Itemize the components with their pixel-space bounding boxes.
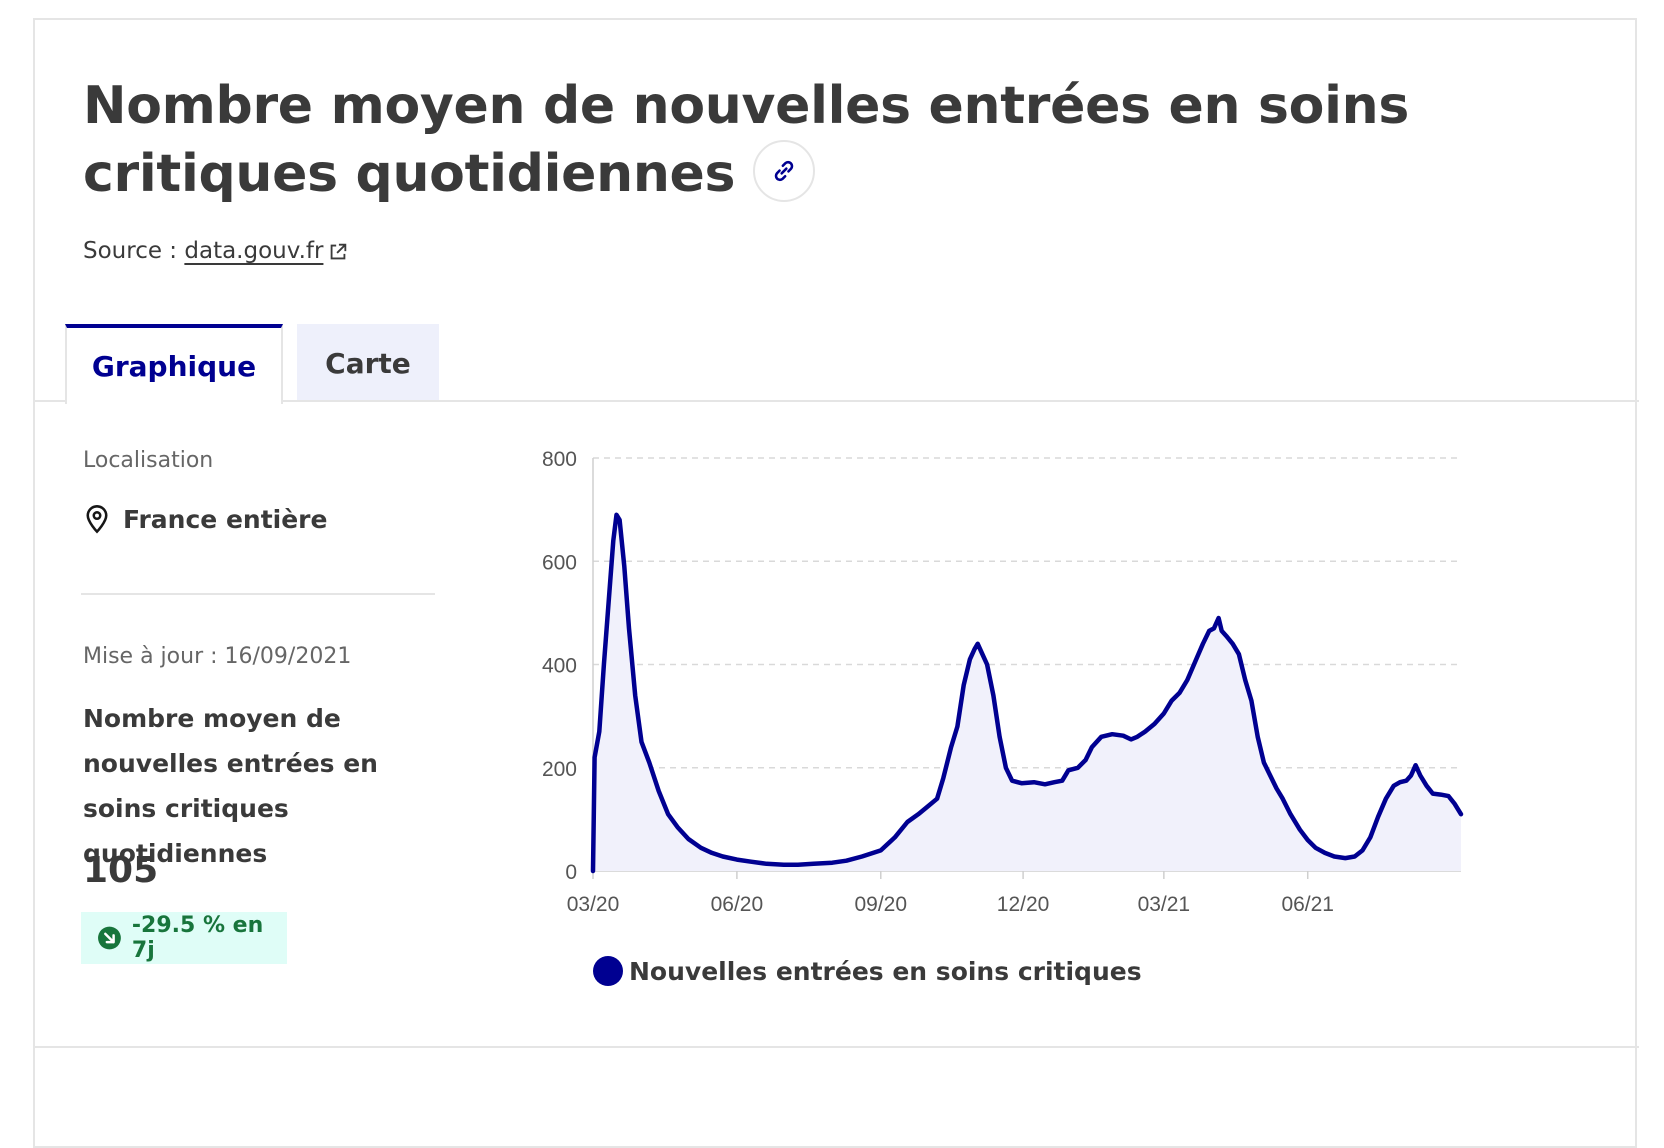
tab-label: Graphique [91,349,257,383]
y-tick-label: 600 [542,551,577,574]
tab-label: Carte [325,346,411,380]
x-tick-label: 09/20 [854,893,907,916]
page-title-text: Nombre moyen de nouvelles entrées en soi… [83,76,1409,204]
trend-text: -29.5 % en 7j [131,913,264,963]
source-link-text: data.gouv.fr [184,238,324,264]
chart-legend: Nouvelles entrées en soins critiques [593,956,1142,986]
kpi-title: Nombre moyen de nouvelles entrées en soi… [83,704,378,868]
y-tick-label: 400 [542,655,577,678]
source-link[interactable]: data.gouv.fr [184,238,349,264]
y-tick-label: 200 [542,758,577,781]
x-tick-label: 03/21 [1138,893,1191,916]
y-tick-label: 800 [542,448,577,471]
location-selector: France entière [83,504,327,534]
trend-badge: -29.5 % en 7j [81,912,287,964]
arrow-down-right-icon [98,926,121,950]
tab-carte[interactable]: Carte [297,324,439,402]
source-line: Source : data.gouv.fr [83,238,349,264]
line-chart: 0 200 400 600 800 03/20 06/20 09/20 12/20 03/21 06… [542,448,1464,916]
legend-label: Nouvelles entrées en soins critiques [629,956,1142,986]
tabs-divider [35,400,1639,402]
link-icon [774,160,794,182]
location-value: France entière [123,504,328,534]
x-tick-label: 06/21 [1281,893,1334,916]
legend-swatch [593,956,623,986]
source-prefix: Source : [83,238,185,264]
indicator-card: Nombre moyen de nouvelles entrées en soi… [33,18,1639,1148]
copy-link-button[interactable] [753,140,816,202]
series-line [590,512,1464,874]
x-tick-label: 12/20 [997,893,1050,916]
card-footer-divider [35,1046,1639,1048]
update-date: Mise à jour : 16/09/2021 [83,644,352,669]
kpi-value: 105 [83,850,159,891]
sidebar-divider [81,593,435,595]
x-tick-label: 06/20 [711,893,764,916]
external-link-icon [331,243,347,259]
series-area [593,514,1461,871]
tab-graphique[interactable]: Graphique [65,324,283,404]
page-title: Nombre moyen de nouvelles entrées en soi… [83,72,1563,208]
x-tick-label: 03/20 [567,893,620,916]
map-pin-icon [86,505,108,534]
y-tick-label: 0 [565,861,577,884]
location-label: Localisation [83,448,214,473]
